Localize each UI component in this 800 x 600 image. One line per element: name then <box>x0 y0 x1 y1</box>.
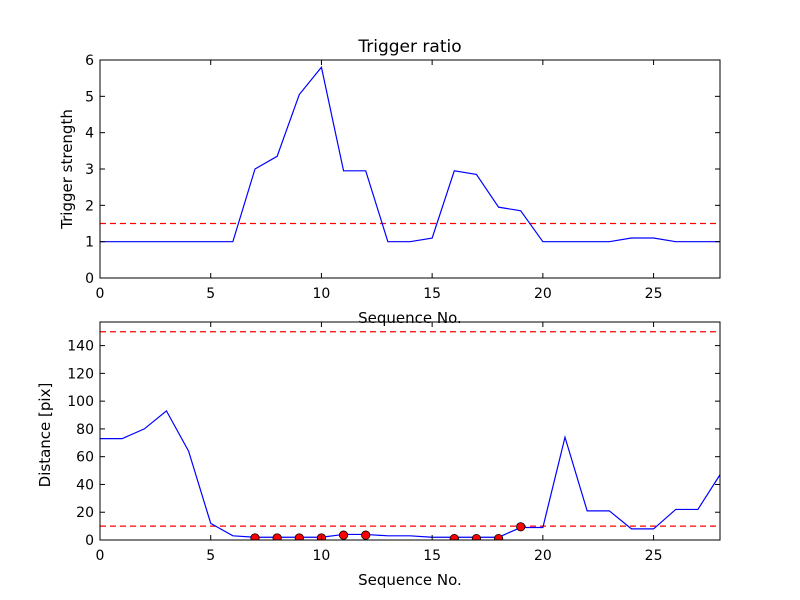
y-tick-label: 20 <box>76 505 94 521</box>
y-tick-label: 0 <box>85 533 94 549</box>
x-tick-label: 15 <box>423 286 441 302</box>
y-tick-label: 2 <box>85 198 94 214</box>
y-tick-label: 1 <box>85 235 94 251</box>
y-tick-label: 4 <box>85 126 94 142</box>
y-tick-label: 120 <box>67 366 94 382</box>
y-axis-label: Trigger strength <box>58 109 76 230</box>
x-tick-label: 10 <box>313 548 331 564</box>
x-tick-label: 25 <box>645 548 663 564</box>
data-point <box>361 530 371 540</box>
y-tick-label: 0 <box>85 271 94 287</box>
data-point <box>449 534 459 540</box>
plot-frame <box>99 321 721 541</box>
data-point <box>294 533 304 540</box>
y-axis-label: Distance [pix] <box>36 383 54 488</box>
plot-title: Trigger ratio <box>357 37 461 57</box>
distance-plot: Sequence No. Distance [pix] 0 5 10 15 20 25 0 2… <box>36 321 721 589</box>
x-tick-label: 5 <box>206 548 215 564</box>
data-point <box>338 530 349 540</box>
data-point <box>493 534 504 540</box>
x-axis-label: Sequence No. <box>358 571 462 589</box>
x-tick-label: 25 <box>645 286 663 302</box>
x-tick-label: 0 <box>96 286 105 302</box>
y-tick-label: 60 <box>76 450 94 466</box>
x-tick-label: 5 <box>206 286 215 302</box>
x-tick-label: 15 <box>423 548 441 564</box>
series-line <box>100 65 720 243</box>
y-tick-label: 140 <box>67 339 94 355</box>
y-tick-label: 100 <box>67 394 94 410</box>
y-tick-label: 5 <box>85 89 94 105</box>
x-tick-label: 20 <box>534 548 552 564</box>
data-point <box>471 534 482 540</box>
x-axis-label: Sequence No. <box>358 309 462 327</box>
x-tick-label: 20 <box>534 286 552 302</box>
y-tick-label: 6 <box>85 53 94 69</box>
series-line <box>100 409 720 538</box>
y-tick-label: 3 <box>85 162 94 178</box>
y-tick-label: 40 <box>76 477 94 493</box>
y-tick-label: 80 <box>76 422 94 438</box>
data-point <box>272 533 282 540</box>
data-point <box>516 522 526 532</box>
x-tick-label: 0 <box>96 548 105 564</box>
plot-data-area <box>100 65 720 243</box>
plot-data-area <box>100 331 720 540</box>
x-tick-label: 10 <box>313 286 331 302</box>
data-point <box>250 533 260 540</box>
